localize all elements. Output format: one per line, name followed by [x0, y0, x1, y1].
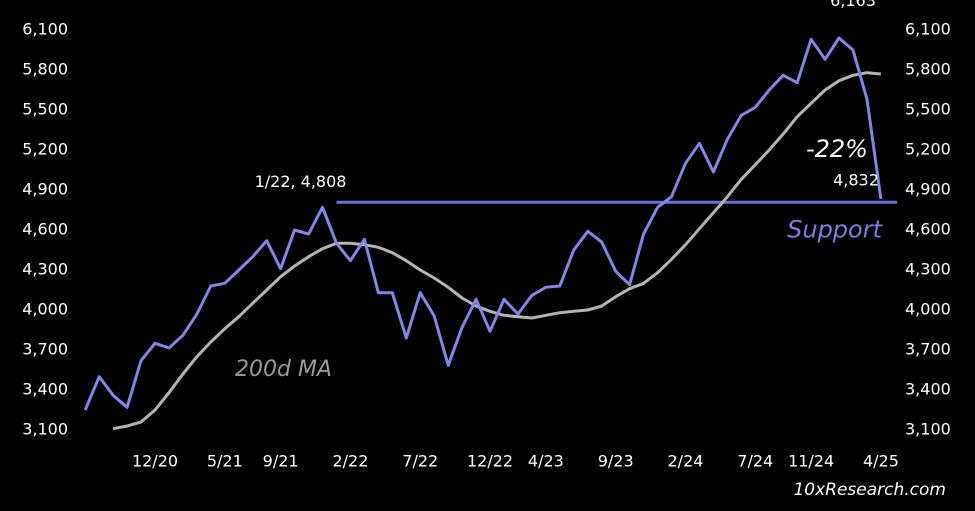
- x-tick-label: 4/25: [863, 452, 899, 471]
- watermark: 10xResearch.com: [793, 480, 946, 500]
- annotation: 200d MA: [235, 357, 332, 382]
- y-tick-label: 5,200: [22, 140, 68, 159]
- y2-tick-label: 4,000: [905, 300, 951, 319]
- price-line: [83, 36, 883, 411]
- x-tick-label: 2/24: [668, 452, 704, 471]
- ma-line: [112, 71, 882, 431]
- y2-tick-label: 6,100: [905, 20, 951, 39]
- y-tick-label: 3,400: [22, 380, 68, 399]
- x-tick-label: 4/23: [528, 452, 564, 471]
- x-tick-label: 11/24: [788, 452, 834, 471]
- y-tick-label: 6,100: [22, 20, 68, 39]
- support-label: Support: [787, 215, 883, 243]
- y2-tick-label: 5,500: [905, 100, 951, 119]
- y2-tick-label: 3,700: [905, 340, 951, 359]
- y-tick-label: 4,600: [22, 220, 68, 239]
- x-tick-label: 7/24: [737, 452, 773, 471]
- y-tick-label: 4,000: [22, 300, 68, 319]
- y2-tick-label: 4,300: [905, 260, 951, 279]
- x-tick-label: 9/21: [263, 452, 299, 471]
- annotation: 6,163: [830, 0, 876, 10]
- x-tick-label: 7/22: [402, 452, 438, 471]
- x-tick-label: 2/22: [332, 452, 368, 471]
- y2-tick-label: 4,600: [905, 220, 951, 239]
- x-tick-label: 5/21: [207, 452, 243, 471]
- y2-tick-label: 3,400: [905, 380, 951, 399]
- y-tick-label: 5,800: [22, 60, 68, 79]
- annotation: -22%: [806, 135, 868, 163]
- y2-tick-label: 5,200: [905, 140, 951, 159]
- annotation: 1/22, 4,808: [255, 172, 347, 191]
- y-tick-label: 5,500: [22, 100, 68, 119]
- y-tick-label: 3,100: [22, 420, 68, 439]
- annotation: 4,832: [833, 171, 879, 190]
- x-tick-label: 12/20: [132, 452, 178, 471]
- x-tick-label: 12/22: [467, 452, 513, 471]
- y2-tick-label: 4,900: [905, 180, 951, 199]
- y-tick-label: 4,900: [22, 180, 68, 199]
- y2-tick-label: 3,100: [905, 420, 951, 439]
- y2-tick-label: 5,800: [905, 60, 951, 79]
- x-tick-label: 9/23: [598, 452, 634, 471]
- y-tick-label: 4,300: [22, 260, 68, 279]
- y-tick-label: 3,700: [22, 340, 68, 359]
